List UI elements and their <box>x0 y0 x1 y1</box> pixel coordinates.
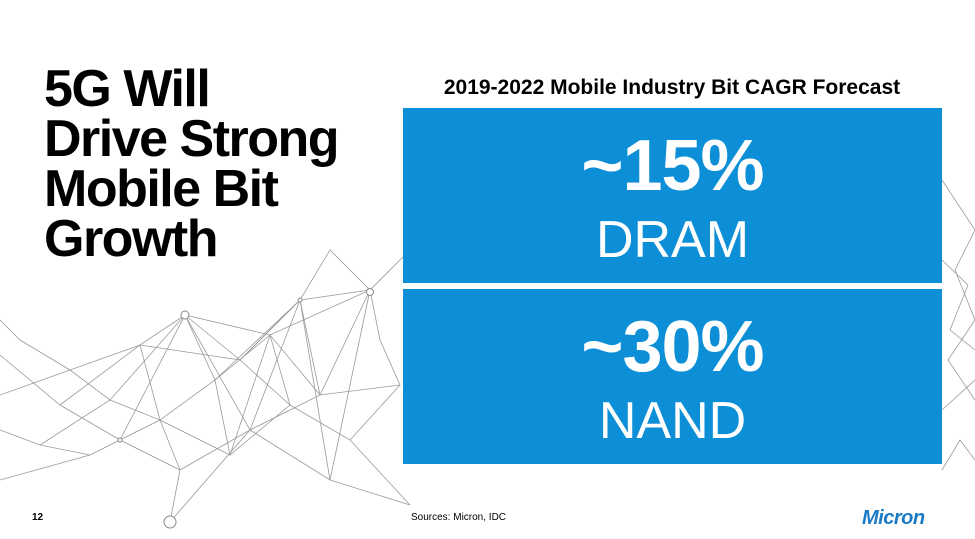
dram-cagr-value: ~15% <box>581 126 764 206</box>
slide-title-line: Drive Strong <box>44 110 340 168</box>
slide-title-line: Mobile Bit <box>44 160 279 218</box>
page-number: 12 <box>32 512 44 523</box>
forecast-heading: 2019-2022 Mobile Industry Bit CAGR Forec… <box>443 76 901 99</box>
slide-title-line: 5G Will <box>44 60 211 118</box>
nand-stat-box: ~30% NAND <box>403 289 942 464</box>
dram-label: DRAM <box>595 211 750 269</box>
slide-title: 5G Will Drive Strong Mobile Bit Growth <box>44 63 384 265</box>
nand-cagr-value: ~30% <box>581 307 764 387</box>
micron-logo: Micron <box>862 507 925 529</box>
sources-note: Sources: Micron, IDC <box>411 512 507 523</box>
dram-stat-box: ~15% DRAM <box>403 108 942 283</box>
slide-title-line: Growth <box>44 210 218 268</box>
nand-label: NAND <box>598 392 747 450</box>
